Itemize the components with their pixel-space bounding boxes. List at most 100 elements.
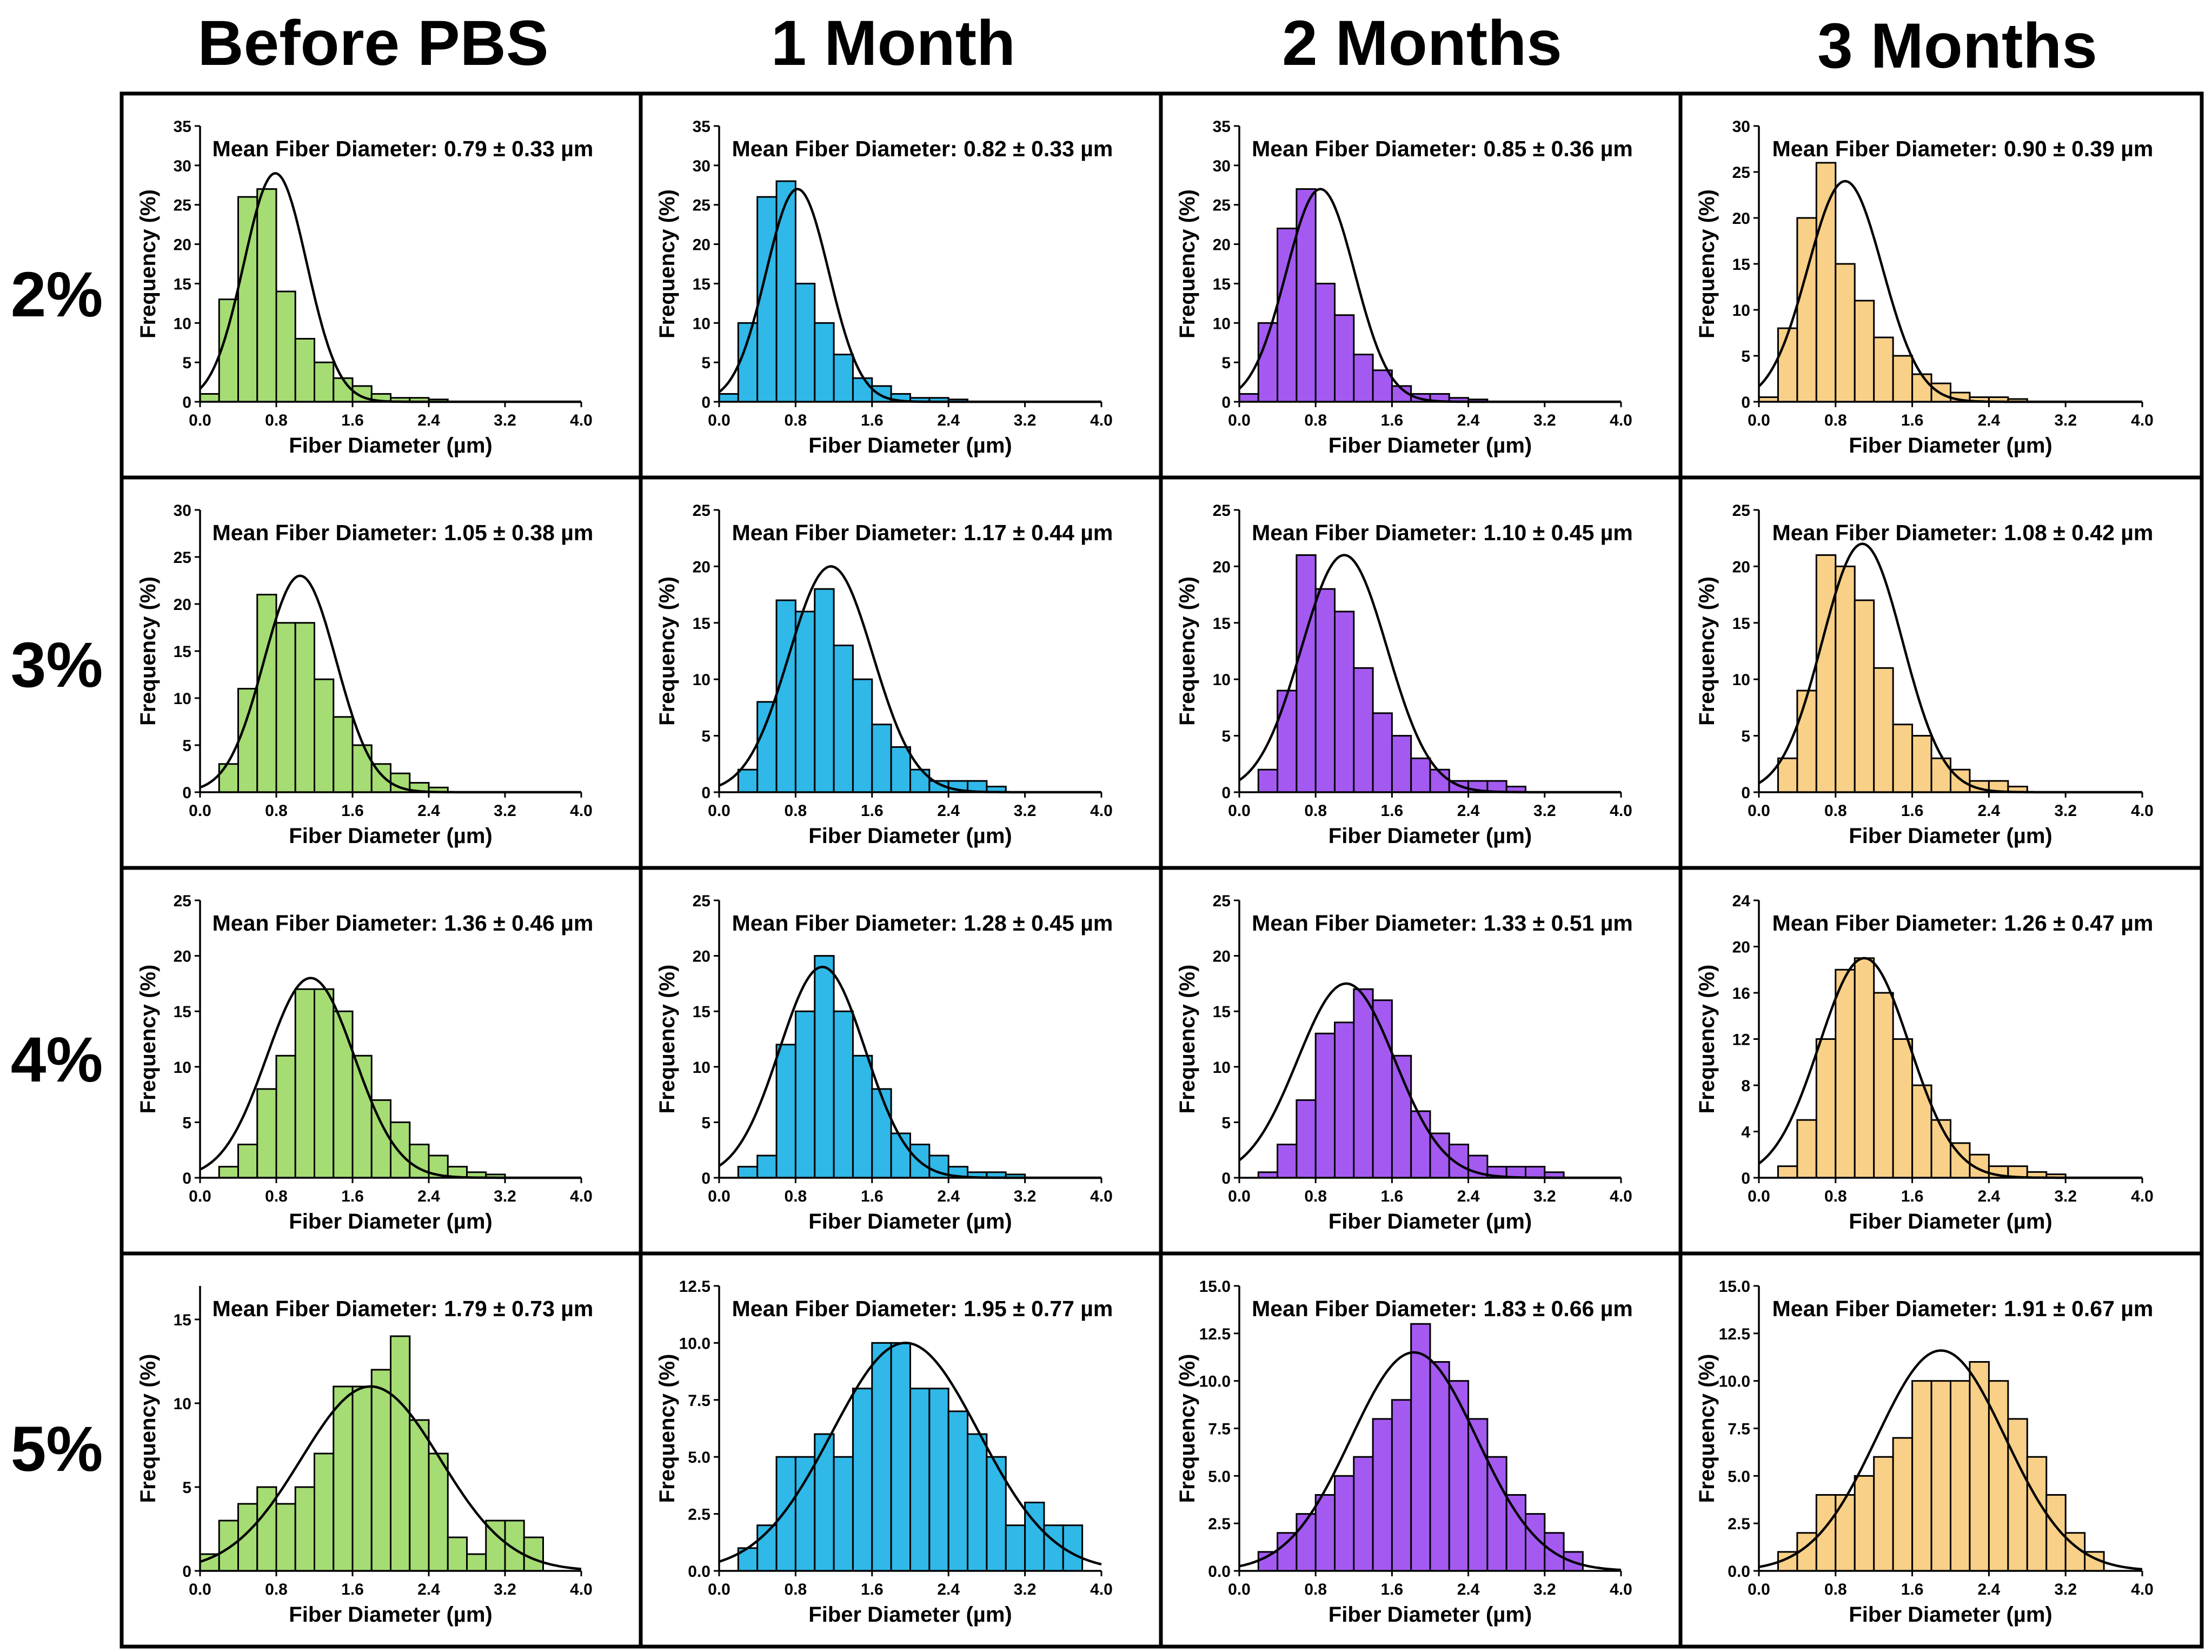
histogram-bar (351, 744, 373, 793)
histogram-bar (1277, 227, 1298, 403)
y-axis-label: Frequency (%) (1175, 576, 1199, 726)
y-tick-label: 10 (1732, 302, 1750, 320)
histogram-bar (1930, 757, 1952, 793)
y-tick-label: 0 (182, 1170, 191, 1187)
histogram-bar (794, 1456, 816, 1572)
y-axis-label: Frequency (%) (136, 965, 160, 1114)
histogram-bar (1815, 554, 1837, 793)
histogram-bar (1835, 263, 1856, 403)
histogram-panel: 0.0 0.8 1.6 2.4 3.2 4.0 0 5 10 15 20 25 Fiber Diamet… (639, 475, 1163, 870)
y-tick-label: 25 (1213, 197, 1231, 215)
histogram-bar (447, 1536, 468, 1572)
y-tick-label: 0.0 (1208, 1563, 1231, 1581)
mean-diameter-annotation: Mean Fiber Diameter: 1.33 ± 0.51 µm (1252, 911, 1633, 936)
histogram-bar (1950, 1380, 1971, 1572)
histogram-bar (756, 701, 778, 793)
histogram-bar (1372, 712, 1393, 793)
histogram-bar (1835, 1494, 1856, 1572)
x-tick-label: 1.6 (861, 1581, 884, 1598)
column-titles: Before PBS 1 Month 2 Months 3 Months (197, 8, 2097, 82)
histogram-bar (833, 1456, 854, 1572)
x-tick-label: 4.0 (1610, 1581, 1632, 1598)
y-axis-label: Frequency (%) (1695, 965, 1719, 1114)
histogram-bar (1448, 1380, 1470, 1572)
y-tick-label: 0 (701, 1170, 710, 1187)
y-tick-label: 2.5 (688, 1506, 710, 1524)
histogram-bar (1314, 588, 1336, 793)
x-tick-label: 4.0 (2131, 1187, 2154, 1205)
y-tick-label: 20 (693, 948, 710, 966)
x-tick-label: 2.4 (1457, 412, 1480, 429)
x-tick-label: 4.0 (1610, 412, 1632, 429)
x-tick-label: 4.0 (2131, 412, 2154, 429)
y-tick-label: 30 (1213, 157, 1231, 175)
x-tick-label: 1.6 (861, 412, 884, 429)
x-tick-label: 2.4 (937, 1581, 960, 1598)
x-tick-label: 0.8 (1824, 802, 1847, 820)
y-tick-label: 25 (174, 892, 191, 910)
histogram-bar (756, 1155, 778, 1179)
histogram-bar (1467, 1418, 1489, 1572)
histogram-bar (814, 588, 835, 793)
x-tick-label: 2.4 (417, 412, 440, 429)
histogram-panel: 0.0 0.8 1.6 2.4 3.2 4.0 0 4 8 12 16 20 24 Fiber Diame… (1678, 866, 2204, 1256)
histogram-bar (314, 361, 335, 403)
y-tick-label: 0.0 (688, 1563, 710, 1581)
x-tick-label: 0.8 (1824, 412, 1847, 429)
y-tick-label: 0 (1741, 784, 1750, 802)
y-tick-label: 5 (1221, 1114, 1231, 1132)
histogram-bar (909, 768, 931, 793)
histogram-bar (523, 1536, 544, 1572)
histogram-bar (294, 337, 315, 403)
y-tick-label: 10 (174, 315, 191, 333)
histogram-bar (947, 1410, 969, 1572)
mean-diameter-annotation: Mean Fiber Diameter: 1.10 ± 0.45 µm (1252, 520, 1633, 545)
x-tick-label: 4.0 (1090, 412, 1113, 429)
y-tick-label: 10 (693, 1059, 710, 1077)
y-axis-label: Frequency (%) (1175, 189, 1199, 339)
y-tick-label: 25 (693, 892, 710, 910)
y-tick-label: 15 (693, 1003, 710, 1021)
x-tick-label: 4.0 (1610, 802, 1632, 820)
y-tick-label: 20 (1732, 210, 1750, 228)
y-tick-label: 0.0 (1728, 1563, 1750, 1581)
y-tick-label: 2.5 (1208, 1515, 1231, 1533)
histogram-bar (199, 1553, 220, 1572)
histogram-bar (852, 377, 873, 403)
x-tick-label: 1.6 (1901, 1187, 1924, 1205)
histogram-bar (237, 196, 258, 403)
histogram-bar (333, 1010, 354, 1179)
histogram-bar (814, 1433, 835, 1572)
y-tick-label: 25 (174, 549, 191, 567)
histogram-bar (1238, 393, 1259, 403)
mean-diameter-annotation: Mean Fiber Diameter: 0.82 ± 0.33 µm (732, 136, 1113, 161)
histogram-bar (218, 1520, 239, 1572)
histogram-bar (1353, 1456, 1374, 1572)
y-tick-label: 10 (693, 671, 710, 689)
y-tick-label: 10.0 (1719, 1373, 1750, 1391)
y-tick-label: 0 (182, 394, 191, 412)
y-tick-label: 4 (1741, 1124, 1750, 1142)
x-tick-label: 1.6 (1901, 1581, 1924, 1598)
y-tick-label: 30 (174, 502, 191, 520)
histogram-bar (775, 180, 796, 403)
y-tick-label: 15 (693, 615, 710, 633)
histogram-bar (852, 678, 873, 793)
x-tick-label: 4.0 (2131, 802, 2154, 820)
histogram-bar (1911, 373, 1932, 403)
x-tick-label: 0.8 (265, 802, 288, 820)
histogram-bar (871, 1342, 892, 1572)
histogram-bar (852, 1054, 873, 1179)
x-axis-label: Fiber Diameter (µm) (1328, 1603, 1532, 1627)
histogram-bar (890, 746, 912, 793)
histogram-bar (1911, 735, 1932, 793)
x-axis-label: Fiber Diameter (µm) (808, 1210, 1012, 1233)
y-tick-label: 35 (693, 118, 710, 136)
y-tick-label: 15 (1732, 256, 1750, 274)
y-tick-label: 20 (1213, 558, 1231, 576)
histogram-bar (1892, 1437, 1914, 1572)
histogram-bar (199, 393, 220, 403)
x-tick-label: 3.2 (1014, 1187, 1037, 1205)
histogram-panel: 0.0 0.8 1.6 2.4 3.2 4.0 0 5 10 15 20 25 Fiber Diamet… (1678, 475, 2204, 870)
